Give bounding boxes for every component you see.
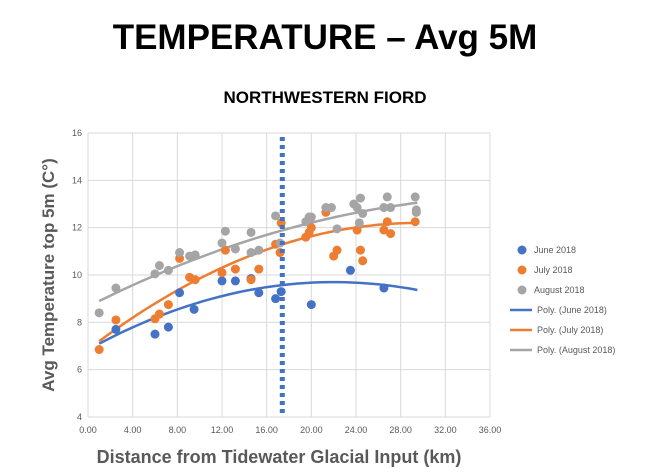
data-point [379, 283, 389, 293]
data-point [352, 203, 362, 213]
data-point [382, 192, 392, 202]
data-point [220, 245, 230, 255]
data-point [410, 217, 420, 227]
data-point [379, 225, 389, 235]
data-point [217, 268, 227, 278]
x-tick-label: 28.00 [389, 425, 412, 435]
data-point [326, 203, 336, 213]
y-tick-label: 10 [72, 270, 82, 280]
data-point [163, 300, 173, 310]
y-tick-label: 6 [77, 365, 82, 375]
x-tick-label: 4.00 [124, 425, 142, 435]
data-point [306, 300, 316, 310]
data-point [111, 283, 121, 293]
data-point [386, 229, 396, 239]
data-point [246, 227, 256, 237]
y-tick-label: 16 [72, 128, 82, 138]
data-point [254, 288, 264, 298]
chart-title: TEMPERATURE – Avg 5M [112, 18, 538, 57]
data-point [410, 192, 420, 202]
data-point [271, 294, 281, 304]
x-tick-label: 16.00 [255, 425, 278, 435]
data-point [217, 238, 227, 248]
x-tick-label: 32.00 [434, 425, 457, 435]
data-point [163, 265, 173, 275]
data-point [175, 248, 185, 258]
data-point [332, 224, 342, 234]
data-point [382, 217, 392, 227]
data-point [358, 256, 368, 266]
trendline [98, 221, 418, 343]
data-point [217, 276, 227, 286]
legend-label: July 2018 [534, 265, 573, 275]
data-point [154, 309, 164, 319]
data-point [111, 315, 121, 325]
y-tick-label: 8 [77, 317, 82, 327]
x-tick-label: 12.00 [211, 425, 234, 435]
y-tick-label: 14 [72, 175, 82, 185]
data-point [355, 193, 365, 203]
data-point [220, 226, 230, 236]
data-point [150, 269, 160, 279]
y-axis-label: Avg Temperature top 5m (C°) [39, 158, 58, 392]
data-point [230, 264, 240, 274]
legend-label: June 2018 [534, 245, 576, 255]
x-tick-label: 0.00 [79, 425, 97, 435]
data-point [94, 345, 104, 355]
data-point [254, 245, 264, 255]
data-point [306, 212, 316, 222]
data-point [230, 244, 240, 254]
data-point [386, 203, 396, 213]
chart-subtitle: NORTHWESTERN FIORD [223, 88, 427, 107]
data-point [271, 211, 281, 221]
legend-label: Poly. (June 2018) [537, 305, 607, 315]
y-tick-label: 12 [72, 223, 82, 233]
legend-label: August 2018 [534, 285, 585, 295]
x-axis-label: Distance from Tidewater Glacial Input (k… [97, 447, 462, 467]
data-point [411, 205, 421, 215]
data-point [352, 225, 362, 235]
legend-marker [517, 285, 527, 295]
x-tick-label: 36.00 [479, 425, 502, 435]
legend-marker [517, 245, 527, 255]
data-point [163, 322, 173, 332]
x-tick-label: 24.00 [345, 425, 368, 435]
data-point [150, 329, 160, 339]
data-point [246, 248, 256, 258]
legend-label: Poly. (August 2018) [537, 345, 615, 355]
x-tick-label: 8.00 [169, 425, 187, 435]
data-point [190, 275, 200, 285]
data-point [175, 288, 185, 298]
data-point [154, 261, 164, 271]
data-point [190, 250, 200, 260]
data-point [332, 245, 342, 255]
legend-marker [517, 265, 527, 275]
data-point [254, 264, 264, 274]
data-point [246, 275, 256, 285]
data-point [379, 203, 389, 213]
data-point [230, 276, 240, 286]
data-point [94, 308, 104, 318]
data-point [354, 218, 364, 228]
data-point [306, 223, 316, 233]
y-tick-label: 4 [77, 412, 82, 422]
data-point [358, 208, 368, 218]
data-point [355, 245, 365, 255]
legend-label: Poly. (July 2018) [537, 325, 603, 335]
data-point [345, 265, 355, 275]
data-point [189, 304, 199, 314]
x-tick-label: 20.00 [300, 425, 323, 435]
data-point [111, 324, 121, 334]
